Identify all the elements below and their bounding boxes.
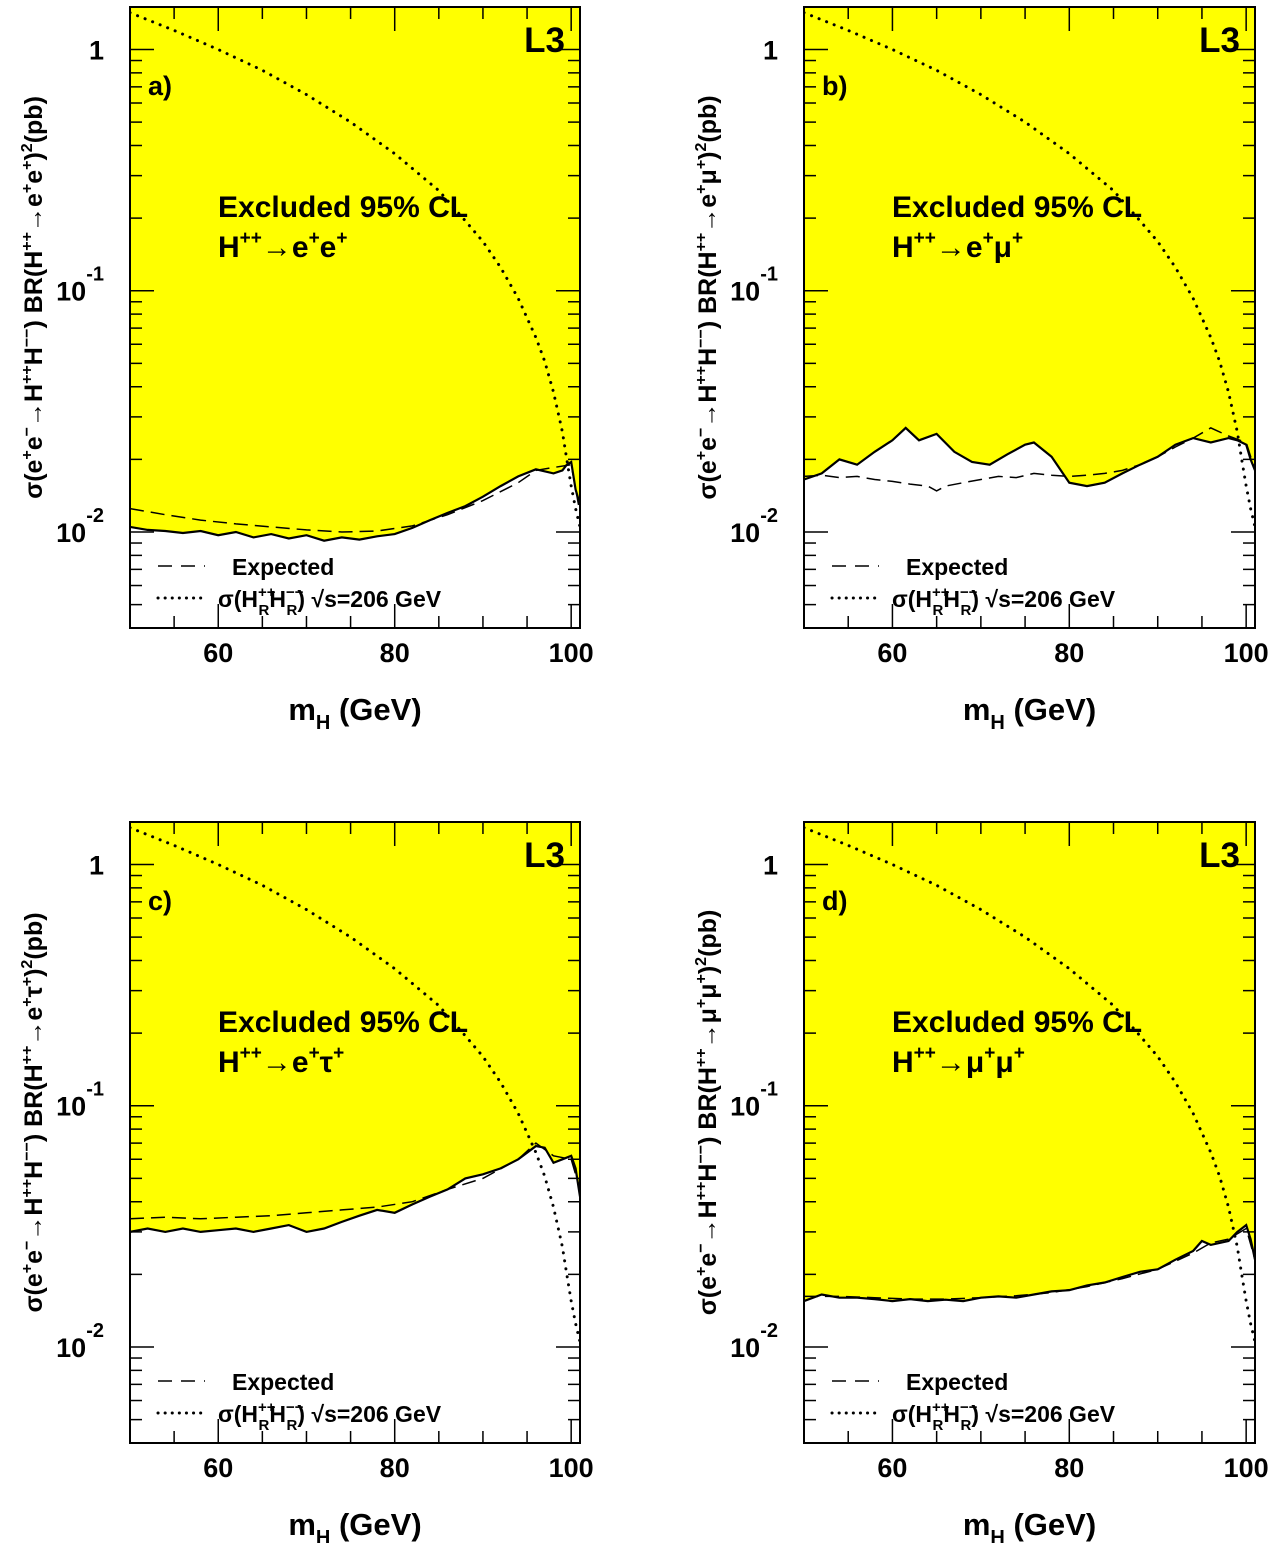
x-axis-label: mH (GeV) [288,1507,421,1543]
panel-label: c) [148,886,172,916]
plot-area [130,822,580,1344]
experiment-label: L3 [524,836,565,875]
theory-line [130,826,580,1344]
panel-label: a) [148,71,172,101]
plot-area [130,7,580,542]
x-tick-label: 80 [1054,1453,1084,1483]
legend-theory-label: σ(H++ RH−− R) √s=206 GeV [892,1399,1116,1434]
expected-line [804,427,1255,492]
legend-theory-label: σ(H++ RH−− R) √s=206 GeV [218,584,442,619]
excluded-region [130,7,580,541]
x-tick-label: 60 [203,1453,233,1483]
panel-label: d) [822,886,847,916]
theory-line [804,11,1255,529]
y-axis-label: σ(e+e−→H++H−−) BR(H++→μ+μ+)2(pb) [693,910,722,1316]
legend: Expected σ(H++ RH−− R) √s=206 GeV [156,554,442,619]
exclusion-title: Excluded 95% CL [892,191,1142,224]
x-tick-label: 80 [380,638,410,668]
x-tick-label: 60 [877,1453,907,1483]
expected-line [130,463,580,533]
y-tick-label: 1 [89,35,104,65]
experiment-label: L3 [1199,21,1240,60]
channel-label: H++→e+τ+ [218,1043,344,1079]
legend-expected-label: Expected [906,1369,1008,1395]
x-tick-label: 100 [1224,638,1269,668]
excluded-region [804,7,1255,487]
chart-panel-d: 60 80 100 10-2 10-1 1 L3 d) Excluded 95% CL H++→μ… [693,821,1269,1543]
y-tick-label: 10-2 [730,1320,778,1363]
y-tick-label: 10-1 [56,1079,104,1122]
x-tick-label: 100 [1224,1453,1269,1483]
y-axis-label: σ(e+e−→H++H−−) BR(H++→e+e+)2(pb) [19,96,48,499]
experiment-label: L3 [1199,836,1240,875]
chart-panel-b: 60 80 100 10-2 10-1 1 L3 b) Excluded 95% CL H++→e… [693,6,1269,734]
x-tick-label: 100 [549,1453,594,1483]
y-tick-label: 10-1 [730,264,778,307]
y-tick-label: 1 [763,850,778,880]
observed-line [130,460,580,542]
y-axis-label: σ(e+e−→H++H−−) BR(H++→e+τ+)2(pb) [19,912,48,1312]
y-tick-label: 10-2 [56,1320,104,1363]
exclusion-title: Excluded 95% CL [218,1006,468,1039]
channel-label: H++→e+e+ [218,228,347,264]
theory-line [804,826,1255,1344]
y-tick-label: 10-1 [730,1079,778,1122]
chart-panel-a: 60 80 100 10-2 10-1 1 L3 a) Excluded 95% CL H++→e… [19,6,594,734]
plot-area [804,822,1255,1344]
x-tick-label: 60 [203,638,233,668]
channel-label: H++→μ+μ+ [892,1043,1025,1079]
legend-theory-label: σ(H++ RH−− R) √s=206 GeV [218,1399,442,1434]
x-tick-label: 80 [1054,638,1084,668]
exclusion-title: Excluded 95% CL [892,1006,1142,1039]
x-axis-label: mH (GeV) [963,692,1096,734]
channel-label: H++→e+μ+ [892,228,1023,264]
legend: Expected σ(H++ RH−− R) √s=206 GeV [830,1369,1116,1434]
x-tick-label: 80 [380,1453,410,1483]
y-axis-label: σ(e+e−→H++H−−) BR(H++→e+μ+)2(pb) [693,95,722,499]
legend: Expected σ(H++ RH−− R) √s=206 GeV [830,554,1116,619]
experiment-label: L3 [524,21,565,60]
y-tick-label: 1 [89,850,104,880]
legend-expected-label: Expected [232,554,334,580]
y-tick-label: 10-2 [56,505,104,548]
panel-label: b) [822,71,847,101]
legend-expected-label: Expected [906,554,1008,580]
plot-frame [129,821,581,1444]
legend: Expected σ(H++ RH−− R) √s=206 GeV [156,1369,442,1434]
plot-frame [803,821,1256,1444]
excluded-region [130,822,580,1232]
y-tick-label: 1 [763,35,778,65]
observed-line [130,1144,580,1234]
exclusion-title: Excluded 95% CL [218,191,468,224]
x-axis-label: mH (GeV) [963,1507,1096,1543]
plot-frame [129,6,581,629]
plot-area [804,7,1255,529]
x-tick-label: 60 [877,638,907,668]
observed-line [804,426,1255,488]
chart-panel-c: 60 80 100 10-2 10-1 1 L3 c) Excluded 95% CL H++→e… [19,821,594,1543]
legend-theory-label: σ(H++ RH−− R) √s=206 GeV [892,584,1116,619]
expected-line [804,1227,1255,1300]
x-tick-label: 100 [549,638,594,668]
x-axis-label: mH (GeV) [288,692,421,734]
legend-expected-label: Expected [232,1369,334,1395]
theory-line [130,11,580,529]
expected-line [130,1142,580,1220]
excluded-region [804,822,1255,1302]
y-tick-label: 10-2 [730,505,778,548]
plot-frame [803,6,1256,629]
y-tick-label: 10-1 [56,264,104,307]
